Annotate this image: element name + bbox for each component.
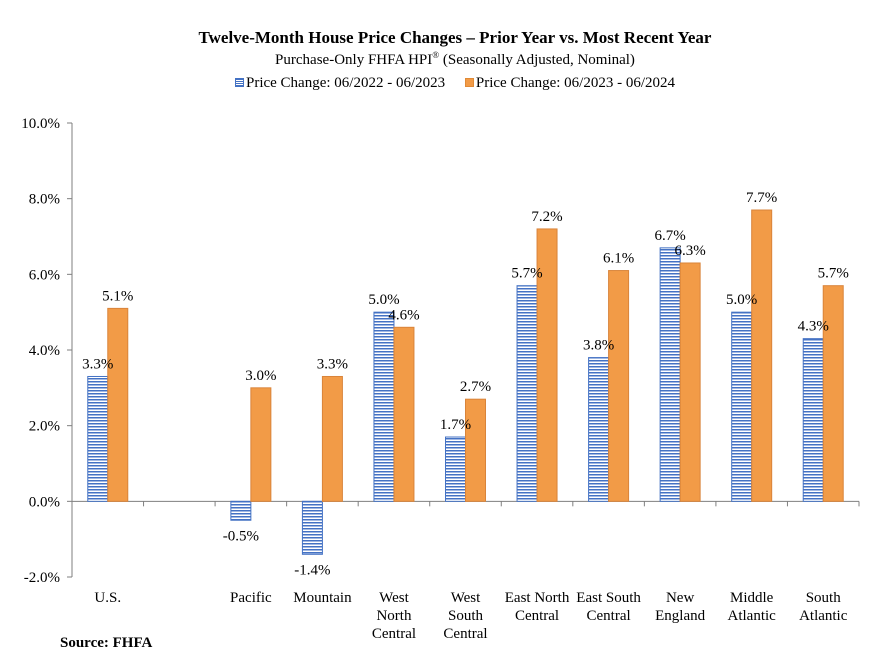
category-label: Atlantic [728,608,777,624]
legend: Price Change: 06/2022 - 06/2023 Price Ch… [0,75,888,92]
legend-item-series-1: Price Change: 06/2022 - 06/2023 [234,75,446,92]
category-label: England [655,608,705,624]
data-label-series-2: 3.3% [317,356,348,372]
bar-series-2 [608,270,630,502]
category-label: East North [505,590,570,606]
category-label: South [806,590,842,606]
bar-series-2 [751,209,773,502]
data-label-series-2: 7.2% [531,209,562,225]
category-label: South [448,608,484,624]
bar-series-2 [393,326,415,502]
data-label-series-2: 3.0% [245,368,276,384]
category-label: Central [515,608,559,624]
bar-series-2 [679,262,701,502]
bar-series-1 [516,285,538,502]
y-tick-label: 10.0% [21,116,60,132]
data-label-series-1: -1.4% [294,562,330,578]
category-label: North [376,608,411,624]
bar-series-1 [230,500,252,521]
legend-item-series-2: Price Change: 06/2023 - 06/2024 [464,75,676,92]
subtitle-main: Purchase-Only FHFA HPI [275,52,433,68]
data-label-series-1: 5.7% [511,266,542,282]
data-label-series-2: 5.1% [102,288,133,304]
category-label: Pacific [230,590,272,606]
bar-series-1 [731,311,753,502]
y-tick-label: 0.0% [29,494,60,510]
bar-series-1 [445,436,466,502]
bar-series-1 [301,500,323,555]
category-label: Central [587,608,631,624]
y-tick-label: 8.0% [29,192,60,208]
bar-series-2 [250,387,272,502]
data-label-series-2: 7.7% [746,190,777,206]
bar-series-1 [87,375,109,502]
category-label: Central [372,626,416,642]
bar-series-1 [659,247,681,502]
bars [87,209,844,555]
chart-title: Twelve-Month House Price Changes – Prior… [198,28,712,47]
data-label-series-1: 3.8% [583,338,614,354]
axes: 10.0% 8.0% 6.0% 4.0% 2.0% 0.0% -2.0% [21,116,860,586]
data-label-series-1: 5.0% [368,292,399,308]
bar-series-2 [107,307,129,502]
data-label-series-2: 6.3% [675,243,706,259]
category-label: Mountain [293,590,352,606]
category-label: West [379,590,409,606]
bar-series-2 [822,285,844,502]
bar-series-2 [321,375,343,502]
data-label-series-2: 2.7% [460,379,491,395]
category-label: Atlantic [799,608,848,624]
bar-series-1 [802,338,824,502]
chart-subtitle: Purchase-Only FHFA HPI® (Seasonally Adju… [0,50,888,69]
bar-series-2 [465,398,486,502]
category-label: U.S. [94,590,121,606]
category-label: Middle [730,590,774,606]
y-tick-label: -2.0% [24,570,60,586]
source-note: Source: FHFA [60,635,153,651]
legend-label-series-2: Price Change: 06/2023 - 06/2024 [475,75,676,91]
data-labels: 3.3%-0.5%-1.4%5.0%1.7%5.7%3.8%6.7%5.0%4.… [82,190,849,578]
category-label: East South [576,590,641,606]
data-label-series-2: 6.1% [603,251,634,267]
category-label: Central [443,626,487,642]
data-label-series-1: -0.5% [223,528,259,544]
data-label-series-1: 6.7% [655,228,686,244]
bar-series-1 [373,311,395,502]
legend-label-series-1: Price Change: 06/2022 - 06/2023 [245,75,446,91]
data-label-series-1: 4.3% [798,319,829,335]
registered-mark: ® [432,50,440,60]
bar-series-2 [536,228,558,502]
data-label-series-2: 4.6% [388,307,419,323]
data-label-series-1: 5.0% [726,292,757,308]
category-labels: U.S. Pacific Mountain West North Central West S… [94,590,847,642]
legend-swatch-series-2 [464,78,474,87]
data-label-series-2: 5.7% [818,266,849,282]
legend-swatch-series-1 [234,78,244,87]
category-label: New [666,590,694,606]
category-label: West [451,590,481,606]
y-tick-label: 6.0% [29,267,60,283]
data-label-series-1: 1.7% [440,417,471,433]
subtitle-rest: (Seasonally Adjusted, Nominal) [439,52,635,68]
data-label-series-1: 3.3% [82,356,113,372]
y-tick-label: 4.0% [29,343,60,359]
y-tick-label: 2.0% [29,419,60,435]
bar-series-1 [588,357,610,502]
